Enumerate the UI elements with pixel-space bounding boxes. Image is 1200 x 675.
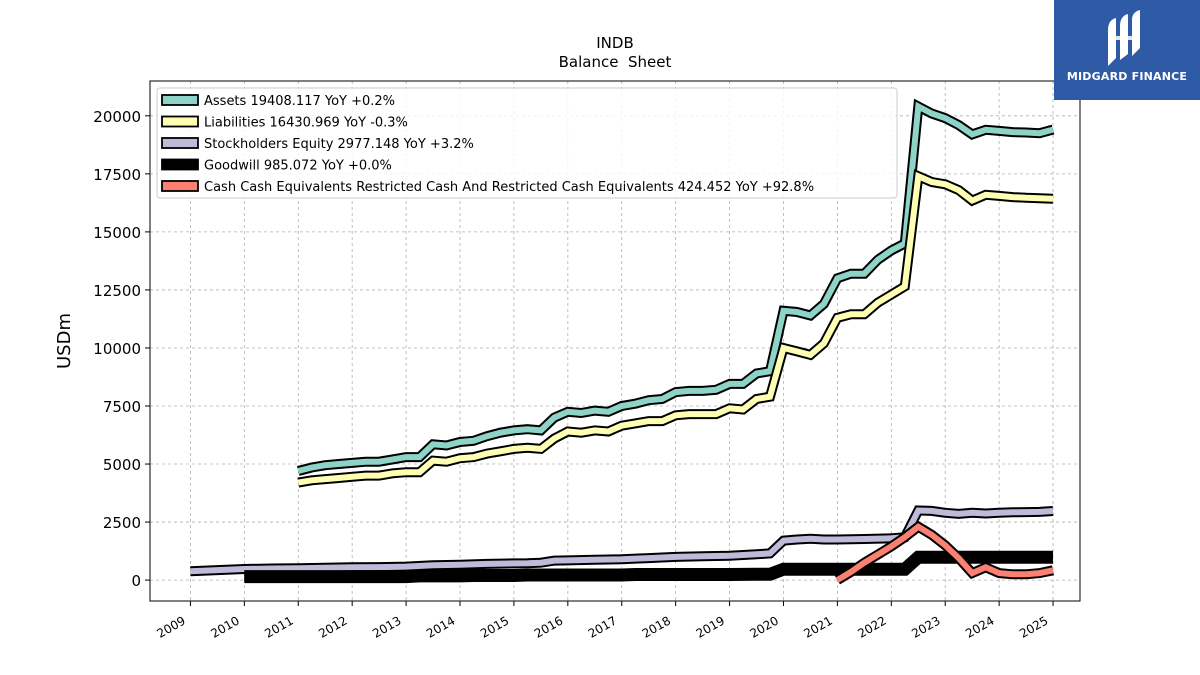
x-tick-label: 2024 [963,613,996,640]
y-tick-label: 12500 [93,282,141,300]
legend-swatch [161,115,199,128]
y-axis-ticks: 0 2500 5000 7500 10000 12500 15000 17500 20000 [93,108,150,590]
x-tick-label: 2022 [855,613,888,640]
legend-box [156,87,898,199]
x-tick-label: 2012 [316,613,349,640]
series-line-1 [297,171,1054,486]
y-axis-label: USDm [54,313,75,369]
legend-swatch [161,158,199,171]
y-tick-label: 7500 [103,398,141,416]
x-tick-label: 2018 [640,613,673,640]
legend-swatch [161,94,199,106]
legend-entry: Goodwill 985.072 YoY +0.0% [204,159,392,174]
y-tick-label: 10000 [93,340,141,358]
x-tick-label: 2010 [208,613,241,640]
logo-text: MIDGARD FINANCE [1066,70,1188,83]
x-tick-label: 2016 [532,613,565,640]
x-tick-label: 2013 [370,613,403,640]
chart-title: INDB [596,34,634,52]
legend-entry: Liabilities 16430.969 YoY -0.3% [204,116,408,131]
midgard-logo-icon [1108,10,1140,66]
legend-swatch [161,180,199,192]
series-line-3 [244,552,1053,582]
x-tick-label: 2015 [478,613,511,640]
x-tick-label: 2017 [586,613,619,640]
legend-entry: Assets 19408.117 YoY +0.2% [204,94,395,109]
x-tick-label: 2011 [262,613,295,640]
x-tick-label: 2021 [801,613,834,640]
x-tick-label: 2023 [909,613,942,640]
y-tick-label: 5000 [103,456,141,474]
plot-frame [149,80,1081,602]
x-tick-label: 2014 [424,613,457,640]
chart-subtitle: Balance Sheet [559,53,672,71]
x-tick-label: 2019 [694,613,727,640]
x-tick-label: 2025 [1017,613,1050,640]
legend-entry: Stockholders Equity 2977.148 YoY +3.2% [204,137,474,152]
series-line-4 [835,523,1054,583]
y-tick-label: 15000 [93,224,141,242]
legend: Assets 19408.117 YoY +0.2% Liabilities 16… [156,87,898,199]
x-tick-label: 2020 [748,613,781,640]
legend-swatch [161,137,199,149]
y-tick-label: 17500 [93,166,141,184]
x-tick-label: 2009 [154,613,187,640]
series-line-2 [190,507,1054,575]
y-tick-label: 20000 [93,108,141,126]
y-tick-label: 0 [131,572,141,590]
y-tick-label: 2500 [103,514,141,532]
series-line-0 [297,101,1054,474]
series-layer [190,98,1055,585]
midgard-finance-logo: MIDGARD FINANCE [1054,0,1200,100]
x-axis-ticks: 2009 2010 2011 2012 2013 2014 2015 2016 2017 2018… [154,601,1054,641]
legend-entry: Cash Cash Equivalents Restricted Cash An… [204,180,814,195]
